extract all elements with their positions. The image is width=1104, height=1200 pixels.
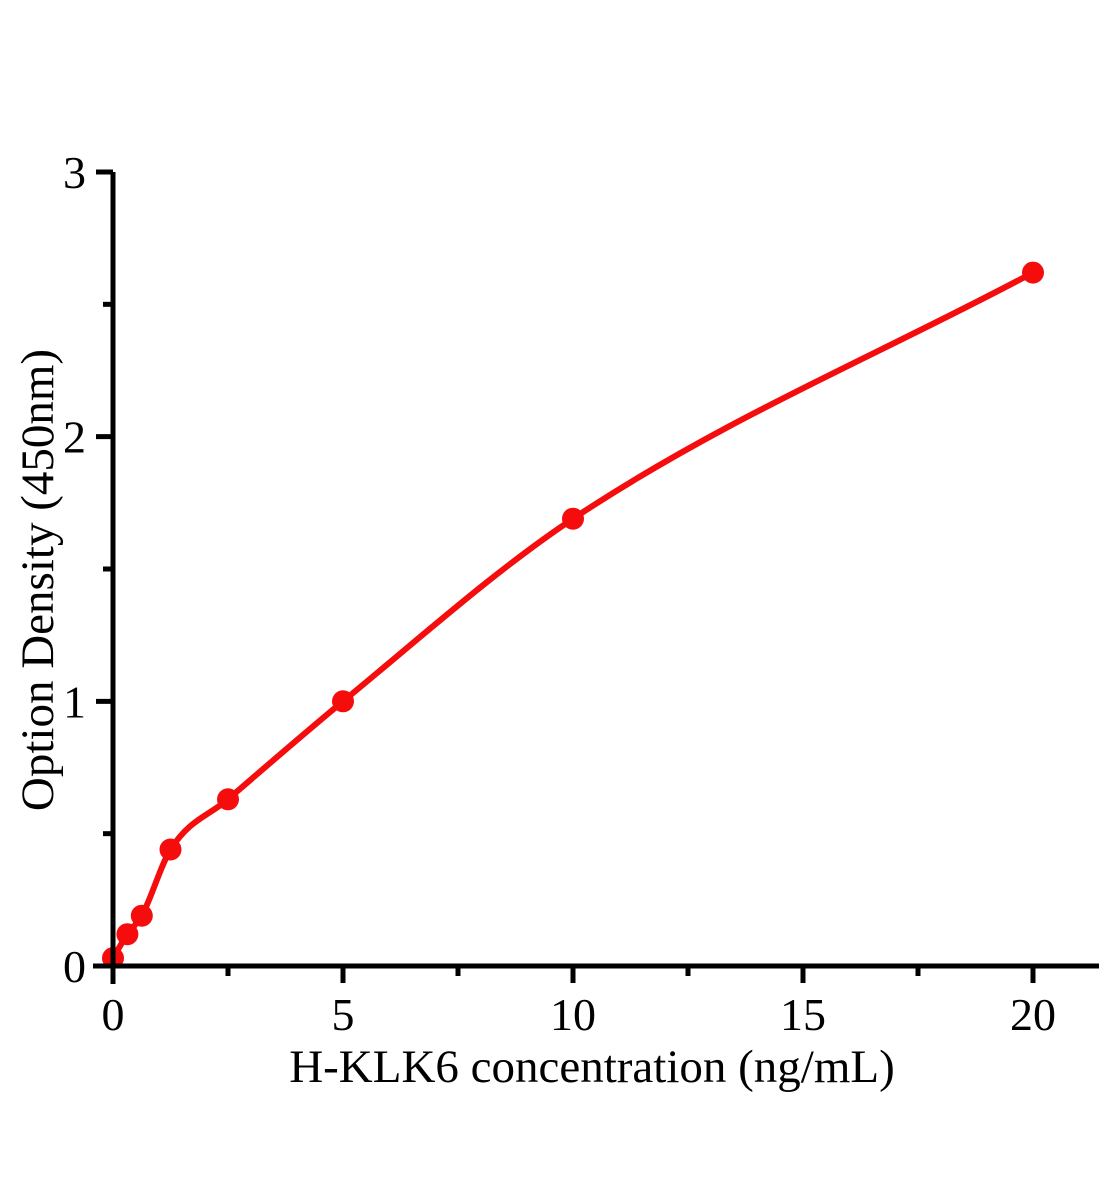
x-axis-title: H-KLK6 concentration (ng/mL) [289, 1041, 895, 1093]
data-point [562, 507, 584, 530]
y-tick-label: 2 [63, 412, 86, 463]
data-point [332, 690, 354, 713]
x-tick-label: 20 [1010, 989, 1056, 1040]
fit-curve [110, 269, 1036, 962]
y-axis-title: Option Density (450nm) [12, 348, 64, 812]
x-tick-label: 10 [550, 989, 596, 1040]
y-tick-label: 0 [63, 941, 86, 992]
axes [93, 169, 1099, 984]
tick-labels: 0 5 10 15 20 0 1 2 3 [63, 147, 1056, 1040]
y-tick-label: 1 [63, 676, 86, 727]
axis-mask [0, 967, 1104, 1200]
x-tick-label: 15 [780, 989, 826, 1040]
x-tick-label: 0 [102, 989, 125, 1040]
series-hklk6 [102, 261, 1044, 970]
data-point [116, 923, 139, 946]
data-point [130, 904, 153, 927]
y-tick-label: 3 [63, 147, 86, 198]
data-point [1022, 261, 1044, 284]
x-tick-label: 5 [332, 989, 355, 1040]
data-point [159, 838, 182, 861]
data-point [217, 788, 239, 811]
